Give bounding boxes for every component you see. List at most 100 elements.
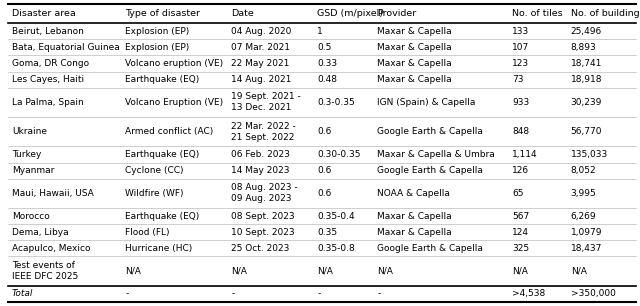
Text: 25,496: 25,496 [571,27,602,36]
Text: 0.35: 0.35 [317,228,337,237]
Text: Les Cayes, Haiti: Les Cayes, Haiti [12,75,84,84]
Text: N/A: N/A [512,267,528,276]
Text: 0.6: 0.6 [317,189,332,198]
Text: 73: 73 [512,75,524,84]
Text: Goma, DR Congo: Goma, DR Congo [12,59,89,68]
Text: Google Earth & Capella: Google Earth & Capella [377,127,483,136]
Text: 123: 123 [512,59,529,68]
Text: Hurricane (HC): Hurricane (HC) [125,244,193,253]
Text: 126: 126 [512,166,529,175]
Text: Armed conflict (AC): Armed conflict (AC) [125,127,213,136]
Text: Earthquake (EQ): Earthquake (EQ) [125,75,200,84]
Text: 07 Mar. 2021: 07 Mar. 2021 [231,43,290,52]
Text: 30,239: 30,239 [571,98,602,107]
Text: Test events of
IEEE DFC 2025: Test events of IEEE DFC 2025 [12,261,78,281]
Text: >350,000: >350,000 [571,289,616,298]
Text: 18,741: 18,741 [571,59,602,68]
Text: Disaster area: Disaster area [12,9,76,18]
Text: Cyclone (CC): Cyclone (CC) [125,166,184,175]
Text: Wildfire (WF): Wildfire (WF) [125,189,184,198]
Text: 0.35-0.4: 0.35-0.4 [317,212,355,221]
Text: 65: 65 [512,189,524,198]
Text: -: - [377,289,380,298]
Text: Type of disaster: Type of disaster [125,9,200,18]
Text: 22 Mar. 2022 -
21 Sept. 2022: 22 Mar. 2022 - 21 Sept. 2022 [231,122,296,142]
Text: -: - [125,289,129,298]
Text: Date: Date [231,9,254,18]
Text: 8,893: 8,893 [571,43,596,52]
Text: 06 Feb. 2023: 06 Feb. 2023 [231,150,290,159]
Text: 08 Aug. 2023 -
09 Aug. 2023: 08 Aug. 2023 - 09 Aug. 2023 [231,183,298,203]
Text: 6,269: 6,269 [571,212,596,221]
Text: -: - [231,289,234,298]
Text: 19 Sept. 2021 -
13 Dec. 2021: 19 Sept. 2021 - 13 Dec. 2021 [231,92,301,112]
Text: Earthquake (EQ): Earthquake (EQ) [125,212,200,221]
Text: GSD (m/pixel): GSD (m/pixel) [317,9,383,18]
Text: 22 May 2021: 22 May 2021 [231,59,289,68]
Text: No. of building: No. of building [571,9,639,18]
Text: N/A: N/A [317,267,333,276]
Text: Total: Total [12,289,33,298]
Text: Google Earth & Capella: Google Earth & Capella [377,244,483,253]
Text: N/A: N/A [231,267,247,276]
Text: 848: 848 [512,127,529,136]
Text: Volcano eruption (VE): Volcano eruption (VE) [125,59,223,68]
Text: >4,538: >4,538 [512,289,545,298]
Text: 567: 567 [512,212,529,221]
Text: 0.3-0.35: 0.3-0.35 [317,98,355,107]
Text: No. of tiles: No. of tiles [512,9,563,18]
Text: 107: 107 [512,43,529,52]
Text: IGN (Spain) & Capella: IGN (Spain) & Capella [377,98,476,107]
Text: 124: 124 [512,228,529,237]
Text: 18,918: 18,918 [571,75,602,84]
Text: 14 May 2023: 14 May 2023 [231,166,289,175]
Text: Explosion (EP): Explosion (EP) [125,43,189,52]
Text: Acapulco, Mexico: Acapulco, Mexico [12,244,90,253]
Text: 1,114: 1,114 [512,150,538,159]
Text: 1: 1 [317,27,323,36]
Text: N/A: N/A [571,267,586,276]
Text: 14 Aug. 2021: 14 Aug. 2021 [231,75,291,84]
Text: 18,437: 18,437 [571,244,602,253]
Text: N/A: N/A [377,267,393,276]
Text: Maxar & Capella & Umbra: Maxar & Capella & Umbra [377,150,495,159]
Text: Morocco: Morocco [12,212,50,221]
Text: La Palma, Spain: La Palma, Spain [12,98,84,107]
Text: Volcano Eruption (VE): Volcano Eruption (VE) [125,98,223,107]
Text: Turkey: Turkey [12,150,42,159]
Text: Maui, Hawaii, USA: Maui, Hawaii, USA [12,189,93,198]
Text: NOAA & Capella: NOAA & Capella [377,189,450,198]
Text: 04 Aug. 2020: 04 Aug. 2020 [231,27,291,36]
Text: N/A: N/A [125,267,141,276]
Text: 0.6: 0.6 [317,127,332,136]
Text: 325: 325 [512,244,529,253]
Text: 135,033: 135,033 [571,150,608,159]
Text: 1,0979: 1,0979 [571,228,602,237]
Text: Maxar & Capella: Maxar & Capella [377,228,452,237]
Text: Dema, Libya: Dema, Libya [12,228,68,237]
Text: Maxar & Capella: Maxar & Capella [377,212,452,221]
Text: 133: 133 [512,27,529,36]
Text: 0.30-0.35: 0.30-0.35 [317,150,361,159]
Text: Maxar & Capella: Maxar & Capella [377,27,452,36]
Text: Maxar & Capella: Maxar & Capella [377,43,452,52]
Text: 08 Sept. 2023: 08 Sept. 2023 [231,212,294,221]
Text: Google Earth & Capella: Google Earth & Capella [377,166,483,175]
Text: Maxar & Capella: Maxar & Capella [377,59,452,68]
Text: 25 Oct. 2023: 25 Oct. 2023 [231,244,289,253]
Text: Provider: Provider [377,9,417,18]
Text: 3,995: 3,995 [571,189,596,198]
Text: 0.33: 0.33 [317,59,337,68]
Text: 56,770: 56,770 [571,127,602,136]
Text: 10 Sept. 2023: 10 Sept. 2023 [231,228,294,237]
Text: Beirut, Lebanon: Beirut, Lebanon [12,27,84,36]
Text: Ukraine: Ukraine [12,127,47,136]
Text: 0.35-0.8: 0.35-0.8 [317,244,355,253]
Text: Myanmar: Myanmar [12,166,54,175]
Text: Flood (FL): Flood (FL) [125,228,170,237]
Text: Earthquake (EQ): Earthquake (EQ) [125,150,200,159]
Text: Bata, Equatorial Guinea: Bata, Equatorial Guinea [12,43,120,52]
Text: 8,052: 8,052 [571,166,596,175]
Text: 0.48: 0.48 [317,75,337,84]
Text: 0.5: 0.5 [317,43,332,52]
